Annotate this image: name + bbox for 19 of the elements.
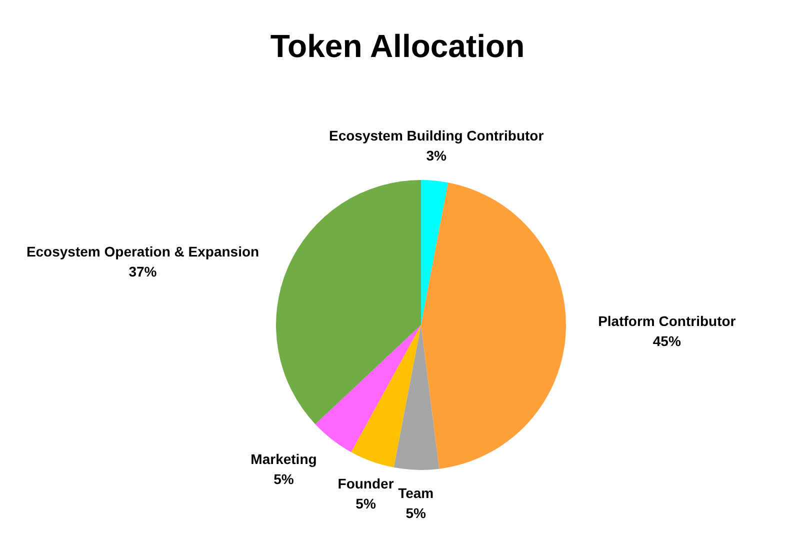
pie-slice: [351, 325, 421, 468]
slice-label: Marketing: [250, 450, 317, 467]
slice-label: Ecosystem Operation & Expansion: [26, 243, 260, 260]
data-label: 5%: [274, 470, 294, 487]
slice-label: Ecosystem Building Contributor: [328, 128, 544, 144]
data-label: 45%: [652, 333, 682, 350]
slice-label: Team: [398, 484, 434, 501]
pie-slice: [276, 180, 421, 424]
chart-title: Token Allocation: [269, 28, 526, 65]
data-label: 5%: [356, 495, 376, 512]
data-label: 5%: [406, 504, 427, 521]
slice-label: Founder: [338, 475, 394, 492]
pie-slice: [394, 325, 440, 470]
slice-label: Platform Contributor: [598, 313, 736, 330]
data-label: 3%: [426, 148, 448, 164]
data-label: 37%: [128, 263, 158, 280]
pie-slice: [421, 182, 566, 469]
pie-slice: [421, 180, 448, 325]
pie-slice: [315, 325, 421, 452]
